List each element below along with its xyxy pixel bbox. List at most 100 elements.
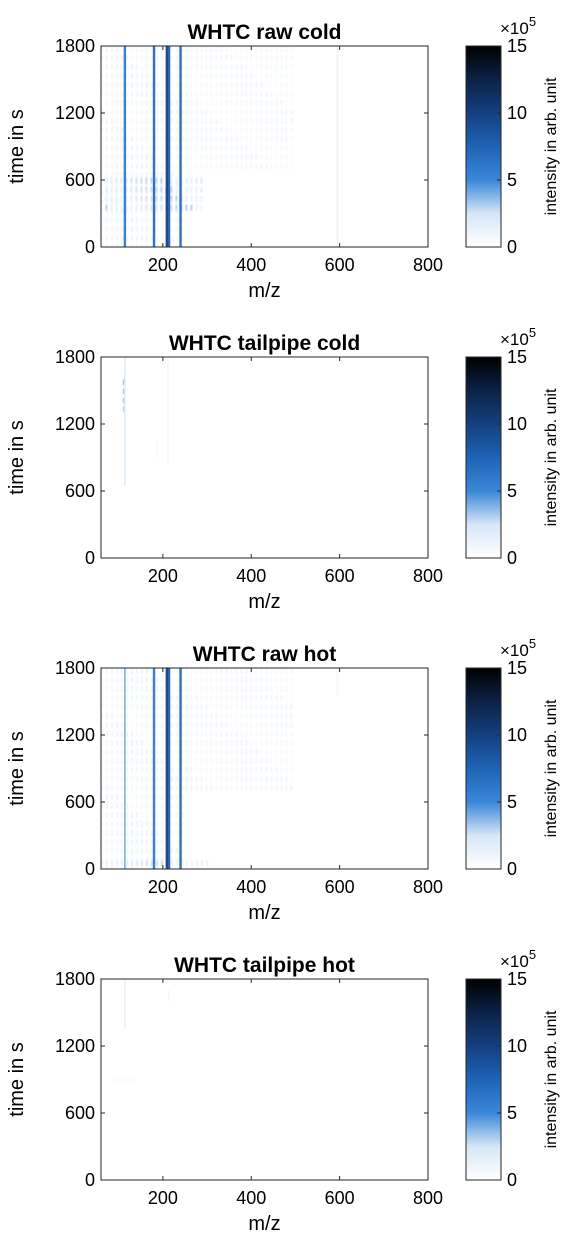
heatmap-cell [121, 199, 123, 205]
heatmap-cell [126, 91, 128, 97]
heatmap-cell [126, 64, 128, 70]
heatmap-cell [176, 109, 178, 115]
heatmap-cell [110, 177, 113, 184]
heatmap-cell [111, 208, 113, 214]
heatmap-cell [185, 767, 188, 773]
heatmap-cell [101, 839, 103, 845]
heatmap-cell [161, 704, 163, 710]
heatmap-cell [225, 695, 228, 701]
heatmap-cell [106, 812, 108, 818]
heatmap-cell [235, 109, 238, 115]
heatmap-cell [280, 749, 283, 755]
heatmap-cell [205, 109, 208, 115]
heatmap-cell [265, 731, 268, 737]
x-tick-label: 600 [325, 877, 355, 897]
heatmap-cell [101, 217, 103, 223]
heatmap-cell [131, 848, 133, 854]
heatmap-cell [200, 195, 203, 202]
heatmap-cell [171, 91, 173, 97]
heatmap-cell [190, 118, 193, 124]
heatmap-cell [136, 235, 138, 241]
heatmap-cell [260, 686, 263, 692]
heatmap-cell [210, 767, 213, 773]
heatmap-cell [146, 857, 148, 863]
heatmap-cell [290, 91, 293, 97]
heatmap-cell [240, 695, 243, 701]
heatmap-cell [161, 118, 163, 124]
heatmap-cell [220, 55, 223, 61]
heatmap-cell [136, 713, 138, 719]
heatmap-cell [235, 776, 238, 782]
heatmap-cell [220, 46, 223, 52]
heatmap-cell [235, 100, 238, 106]
heatmap-cell [121, 767, 123, 773]
heatmap-cell [190, 749, 193, 755]
colorbar-exponent: ×105 [500, 14, 536, 38]
heatmap-cell [101, 235, 103, 241]
heatmap-cell [176, 695, 178, 701]
heatmap-cell [151, 226, 153, 232]
heatmap-cell [131, 812, 133, 818]
heatmap-cell [141, 73, 143, 79]
heatmap-cell [146, 677, 148, 683]
y-tick-label: 0 [85, 548, 95, 568]
heatmap-cell [116, 244, 118, 247]
heatmap-cell [190, 163, 193, 169]
heatmap-cell [121, 785, 123, 791]
heatmap-cell [195, 785, 198, 791]
heatmap-cell [255, 758, 258, 764]
x-tick-label: 200 [148, 1188, 178, 1208]
heatmap-cell [280, 767, 283, 773]
heatmap-cell [126, 839, 128, 845]
heatmap-cell [285, 91, 288, 97]
heatmap-cell [106, 199, 108, 205]
heatmap-cell [116, 848, 118, 854]
heatmap-cell [270, 695, 273, 701]
heatmap-cell [215, 758, 218, 764]
heatmap-line [167, 357, 169, 464]
heatmap-cell [190, 127, 193, 133]
heatmap-cell [125, 177, 128, 184]
heatmap-cell [171, 785, 173, 791]
heatmap-cell [146, 244, 148, 247]
heatmap-cell [156, 839, 158, 845]
heatmap-cell [131, 82, 133, 88]
heatmap-cell [215, 695, 218, 701]
heatmap-cell [181, 704, 183, 710]
heatmap-cell [101, 848, 103, 854]
heatmap-cell [125, 186, 128, 193]
heatmap-cell [270, 118, 273, 124]
heatmap-cell [190, 91, 193, 97]
heatmap-cell [185, 713, 188, 719]
heatmap-cell [205, 686, 208, 692]
heatmap-cell [280, 64, 283, 70]
heatmap-cell [235, 740, 238, 746]
heatmap-cell [285, 73, 288, 79]
heatmap-cell [121, 100, 123, 106]
heatmap-patch [180, 668, 293, 791]
heatmap-cell [150, 186, 153, 193]
heatmap-cell [156, 860, 158, 867]
heatmap-cell [141, 866, 143, 869]
heatmap-cell [156, 758, 158, 764]
colorbar-gradient [465, 978, 502, 1181]
heatmap-cell [171, 731, 173, 737]
heatmap-cell [146, 866, 148, 869]
heatmap-cell [171, 235, 173, 241]
heatmap-cell [160, 186, 163, 193]
heatmap-cell [101, 154, 103, 160]
heatmap-cell [141, 848, 143, 854]
heatmap-cell [265, 154, 268, 160]
heatmap-cell [175, 186, 178, 193]
heatmap-cell [156, 803, 158, 809]
heatmap-cell [235, 136, 238, 142]
heatmap-cell [150, 204, 153, 211]
heatmap-cell [151, 758, 153, 764]
heatmap-cell [260, 758, 263, 764]
heatmap-cell [116, 803, 118, 809]
heatmap-cell [181, 677, 183, 683]
heatmap-cell [156, 767, 158, 773]
heatmap-cell [245, 785, 248, 791]
heatmap-cell [111, 127, 113, 133]
